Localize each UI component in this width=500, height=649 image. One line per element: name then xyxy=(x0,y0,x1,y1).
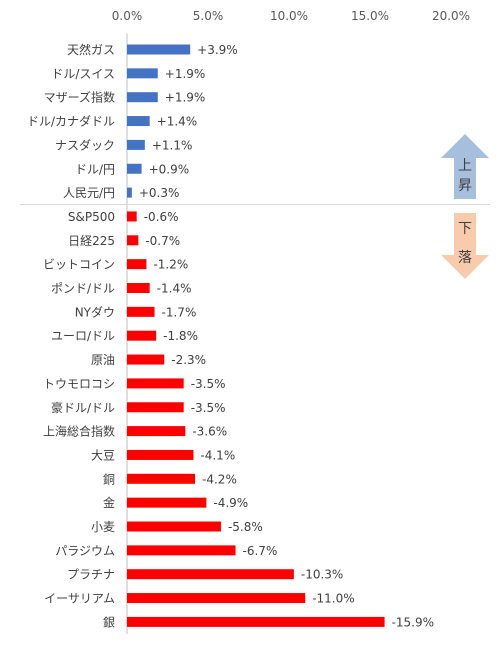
data-label: -1.4% xyxy=(157,282,192,296)
category-label: 金 xyxy=(103,495,115,510)
data-label: -4.1% xyxy=(200,448,235,462)
bar xyxy=(127,616,385,627)
category-label: ユーロ/ドル xyxy=(51,329,115,343)
category-label: イーサリアム xyxy=(44,592,115,606)
bar xyxy=(127,402,184,413)
data-label: -2.3% xyxy=(171,353,206,367)
category-label: マザーズ指数 xyxy=(44,90,115,105)
data-label: -4.2% xyxy=(202,472,237,486)
category-label: ドル/カナダドル xyxy=(27,114,115,129)
bar xyxy=(127,569,294,580)
up-arrow-label-2: 昇 xyxy=(458,178,472,194)
data-label: -3.5% xyxy=(191,377,226,391)
data-label: +1.4% xyxy=(157,115,198,129)
down-arrow-label-1: 下 xyxy=(458,221,472,237)
data-label: +1.9% xyxy=(165,91,206,105)
x-tick-label: 5.0% xyxy=(193,9,224,23)
x-tick-label: 20.0% xyxy=(432,9,470,23)
bar xyxy=(127,497,207,508)
bar xyxy=(127,378,184,389)
data-label: -5.8% xyxy=(228,520,263,534)
bar xyxy=(127,259,147,270)
x-axis-ticks: 0.0% 5.0% 10.0% 15.0% 20.0% xyxy=(112,9,470,23)
data-label: -1.8% xyxy=(163,329,198,343)
bar xyxy=(127,354,165,365)
category-label: 小麦 xyxy=(91,520,115,534)
bar xyxy=(127,545,236,556)
category-label: ポンド/ドル xyxy=(51,282,115,296)
bar xyxy=(127,449,194,460)
data-label: -10.3% xyxy=(301,568,343,582)
category-label: 人民元/円 xyxy=(63,186,115,200)
bar xyxy=(127,593,306,604)
bar xyxy=(127,330,157,341)
data-label: -3.6% xyxy=(192,425,227,439)
category-label: ドル/円 xyxy=(75,162,115,176)
data-label: -0.6% xyxy=(144,210,179,224)
x-tick-label: 10.0% xyxy=(270,9,308,23)
data-label: +1.1% xyxy=(152,138,193,152)
data-labels: +3.9% +1.9% +1.9% +1.4% +1.1% +0.9% +0.3% -0.6%… xyxy=(139,43,434,629)
down-arrow xyxy=(441,213,489,279)
category-label: 原油 xyxy=(91,353,115,367)
category-label: 豪ドル/ドル xyxy=(51,400,115,415)
bar xyxy=(127,473,196,484)
category-label: S&P500 xyxy=(68,210,115,224)
category-label: パラジウム xyxy=(55,544,115,558)
category-label: ドル/スイス xyxy=(51,67,115,81)
bar xyxy=(127,187,132,198)
bar xyxy=(127,521,221,532)
down-arrow-label-2: 落 xyxy=(458,250,472,266)
category-label: 上海総合指数 xyxy=(43,424,115,439)
category-label: トウモロコシ xyxy=(43,377,115,391)
bar xyxy=(127,92,158,103)
data-label: -1.2% xyxy=(153,258,188,272)
up-arrow-label-1: 上 xyxy=(458,158,472,174)
bar xyxy=(127,306,155,317)
category-label: NYダウ xyxy=(75,304,115,319)
bar xyxy=(127,44,191,55)
category-label: プラチナ xyxy=(67,568,115,582)
category-label: ナスダック xyxy=(55,137,115,152)
bar xyxy=(127,163,142,174)
bar xyxy=(127,211,137,222)
data-label: -6.7% xyxy=(243,544,278,558)
data-label: +1.9% xyxy=(165,67,206,81)
bar xyxy=(127,235,139,246)
bar xyxy=(127,116,150,127)
category-label: 日経225 xyxy=(68,234,115,248)
category-label: 天然ガス xyxy=(67,42,115,57)
data-label: -15.9% xyxy=(392,615,434,629)
data-label: +3.9% xyxy=(197,43,238,57)
data-label: +0.9% xyxy=(149,162,190,176)
bar xyxy=(127,68,158,79)
bar xyxy=(127,139,145,150)
category-label: 銀 xyxy=(103,615,115,629)
category-label: ビットコイン xyxy=(43,258,115,272)
x-tick-label: 15.0% xyxy=(351,9,389,23)
x-tick-label: 0.0% xyxy=(112,9,143,23)
category-label: 銅 xyxy=(103,472,115,486)
bar xyxy=(127,283,150,293)
bars xyxy=(127,44,385,627)
data-label: -1.7% xyxy=(162,305,197,319)
data-label: +0.3% xyxy=(139,186,180,200)
data-label: -3.5% xyxy=(191,401,226,415)
up-arrow xyxy=(441,134,489,199)
category-label: 大豆 xyxy=(91,448,115,462)
data-label: -0.7% xyxy=(145,234,180,248)
data-label: -4.9% xyxy=(213,496,248,510)
data-label: -11.0% xyxy=(312,592,354,606)
bar xyxy=(127,426,186,437)
